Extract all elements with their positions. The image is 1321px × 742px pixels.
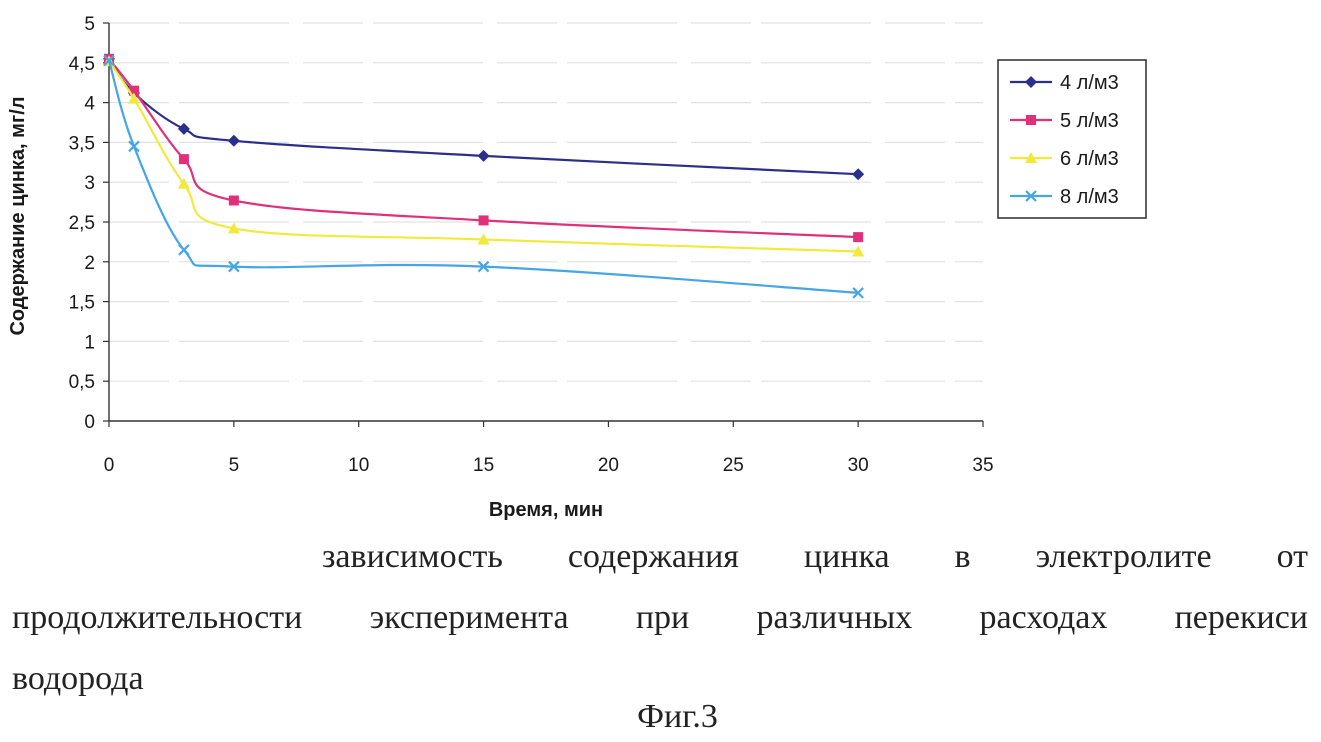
data-point	[852, 287, 864, 299]
data-point	[128, 140, 140, 153]
y-tick-label: 0	[84, 412, 95, 433]
data-point	[128, 85, 139, 96]
x-tick-label: 0	[104, 455, 115, 476]
x-tick-label: 5	[229, 455, 240, 476]
data-point	[178, 154, 189, 165]
y-tick-label: 3	[84, 173, 95, 194]
data-point	[228, 260, 240, 273]
data-point	[478, 215, 489, 226]
figure-label-block: Фиг.3	[0, 700, 1321, 734]
legend-marker	[1025, 76, 1037, 88]
legend-marker	[1026, 115, 1036, 125]
legend: 4 л/м3 5 л/м3 6 л/м3 8 л/м3	[997, 59, 1147, 219]
caption-line-2: продолжительности эксперимента при разли…	[12, 599, 1308, 636]
legend-entry: 4 л/м3	[1010, 72, 1119, 94]
data-point	[178, 244, 190, 256]
data-point	[477, 149, 490, 162]
data-point	[853, 232, 864, 243]
legend-label: 4 л/м3	[1060, 72, 1119, 94]
y-tick-label: 4,5	[69, 54, 95, 75]
series-2	[104, 53, 864, 243]
x-tick-label: 30	[848, 455, 869, 476]
y-tick-label: 3,5	[69, 133, 95, 154]
data-point	[477, 233, 490, 245]
series-lines	[103, 52, 865, 299]
data-point	[177, 177, 190, 189]
legend-entry: 6 л/м3	[1010, 148, 1119, 170]
data-point	[103, 54, 115, 67]
zinc-content-chart: 0 0,5 1 1,5 2 2,5 3 3,5 4 4,5 5 0 5 10 15 20 25 30 35 Сод…	[7, 14, 1147, 521]
y-tick-label: 2,5	[69, 213, 95, 234]
data-point	[227, 222, 240, 234]
legend-label: 5 л/м3	[1060, 110, 1119, 132]
x-tick-label: 25	[723, 455, 744, 476]
figure-label: Фиг.3	[637, 698, 718, 735]
series-line	[107, 60, 859, 294]
x-tick-label: 10	[348, 455, 369, 476]
data-point	[127, 92, 140, 104]
x-axis-title: Время, мин	[489, 499, 603, 521]
y-tick-label: 5	[84, 14, 95, 35]
x-tick-label: 20	[598, 455, 619, 476]
caption-line-3: водорода	[12, 660, 144, 697]
data-point	[852, 245, 865, 257]
y-tick-label: 1	[84, 332, 95, 353]
y-axis-title: Содержание цинка, мг/л	[7, 96, 29, 335]
data-point	[177, 122, 190, 135]
y-tick-label: 4	[84, 94, 95, 115]
series-line	[108, 58, 859, 239]
caption-line-1: зависимость содержания цинка в электроли…	[322, 538, 1308, 575]
y-tick-label: 2	[84, 253, 95, 274]
x-tick-labels: 0 5 10 15 20 25 30 35	[104, 455, 994, 476]
legend-entry: 5 л/м3	[1010, 110, 1119, 132]
data-point	[228, 195, 239, 206]
y-tick-label: 1,5	[69, 293, 95, 314]
x-tick-label: 15	[473, 455, 494, 476]
legend-label: 6 л/м3	[1060, 148, 1119, 170]
x-tick-label: 35	[972, 455, 993, 476]
legend-label: 8 л/м3	[1060, 186, 1119, 208]
series-line	[108, 60, 859, 253]
data-point	[227, 134, 240, 147]
axes	[103, 22, 984, 427]
series-1	[103, 52, 865, 181]
data-point	[852, 168, 865, 181]
data-point	[477, 260, 490, 273]
legend-entry: 8 л/м3	[1010, 186, 1119, 208]
legend-box	[997, 59, 1147, 219]
legend-marker	[1025, 190, 1037, 202]
legend-marker	[1025, 152, 1037, 163]
y-tick-labels: 0 0,5 1 1,5 2 2,5 3 3,5 4 4,5 5	[69, 14, 96, 433]
y-tick-label: 0,5	[69, 372, 95, 393]
series-4	[103, 54, 864, 299]
